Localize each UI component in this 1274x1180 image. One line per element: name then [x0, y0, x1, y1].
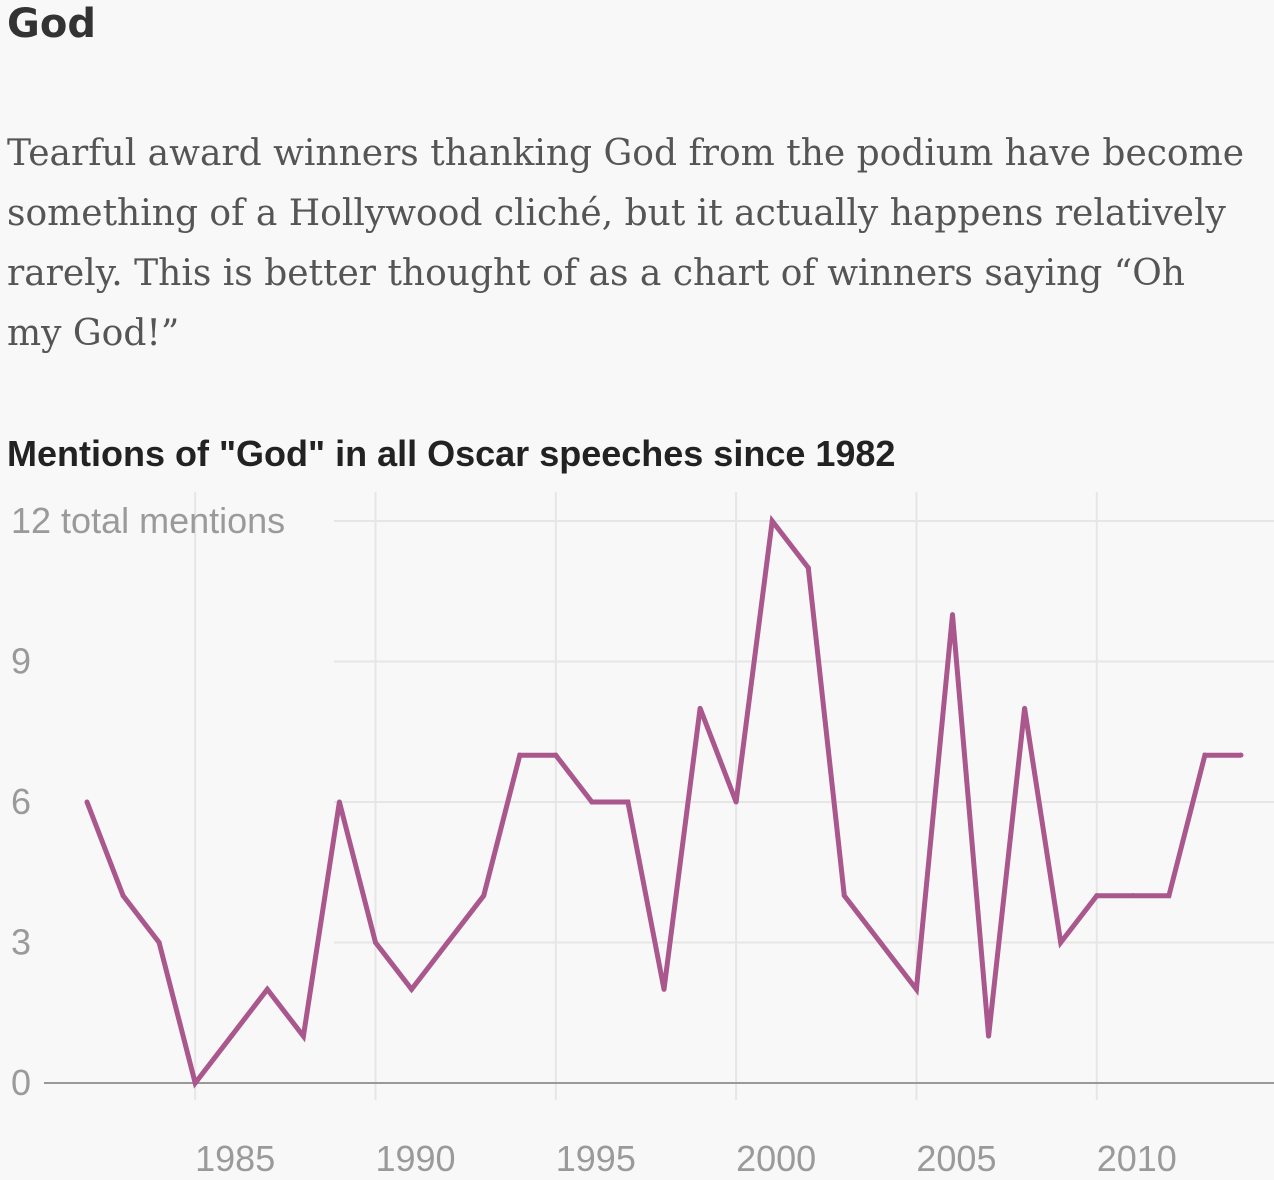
- data-point: [913, 986, 919, 992]
- y-tick-label: 3: [11, 922, 31, 963]
- data-point: [1238, 752, 1244, 758]
- data-point: [228, 1033, 234, 1039]
- data-point: [445, 940, 451, 945]
- data-point: [1058, 940, 1064, 945]
- data-point: [1094, 893, 1100, 899]
- data-point: [625, 799, 631, 805]
- x-tick-label: 2000: [736, 1138, 816, 1179]
- data-point: [841, 893, 847, 899]
- data-point: [373, 940, 378, 945]
- data-point: [481, 893, 487, 899]
- data-point: [661, 986, 667, 992]
- x-tick-label: 1985: [195, 1138, 275, 1179]
- data-point: [1022, 705, 1028, 711]
- page-heading: God: [7, 1, 96, 47]
- x-tick-label: 2010: [1097, 1138, 1177, 1179]
- y-tick-label: 9: [11, 641, 31, 682]
- chart-series: [84, 514, 1244, 1089]
- data-point: [1166, 893, 1172, 899]
- data-point: [553, 752, 559, 758]
- x-tick-label: 1995: [556, 1138, 636, 1179]
- data-point: [84, 799, 90, 805]
- data-point: [264, 986, 270, 992]
- x-tick-label: 2005: [916, 1138, 996, 1179]
- data-point: [950, 612, 955, 618]
- data-point: [697, 705, 703, 711]
- data-point: [192, 1080, 198, 1086]
- line-chart: 0 3 6 9 12 total mentions 1985 1990 1995 2000 200…: [11, 492, 1274, 1179]
- x-tick-label: 1990: [375, 1138, 455, 1179]
- data-point: [336, 799, 342, 805]
- data-point: [156, 940, 162, 945]
- chart-title: Mentions of "God" in all Oscar speeches …: [7, 433, 896, 474]
- data-point: [1202, 752, 1208, 758]
- data-point: [1130, 893, 1136, 899]
- y-tick-label: 12 total mentions: [11, 500, 285, 541]
- chart-grid: [194, 492, 1274, 1100]
- y-tick-label: 6: [11, 781, 31, 822]
- data-point: [733, 799, 739, 805]
- y-tick-label: 0: [11, 1062, 31, 1103]
- data-point: [517, 752, 523, 758]
- data-point: [805, 565, 811, 571]
- description-text: Tearful award winners thanking God from …: [7, 133, 1245, 354]
- data-point: [409, 986, 415, 992]
- data-point: [589, 799, 595, 805]
- data-point: [769, 518, 775, 524]
- data-point: [877, 940, 883, 945]
- data-point: [120, 893, 126, 899]
- data-point: [300, 1033, 306, 1039]
- data-point: [986, 1033, 992, 1039]
- chart-axes: 0 3 6 9 12 total mentions 1985 1990 1995 2000 200…: [11, 500, 1274, 1179]
